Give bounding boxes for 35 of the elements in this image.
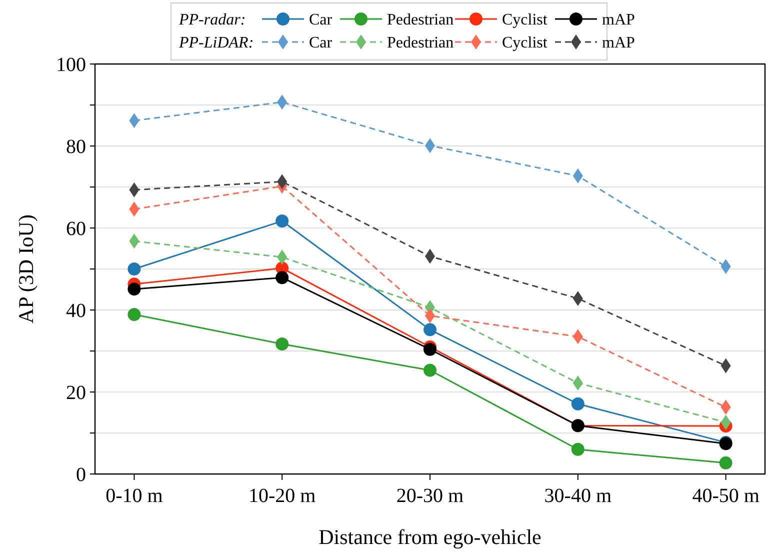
x-tick-label: 20-30 m	[396, 485, 464, 507]
y-tick-label: 60	[66, 218, 86, 240]
legend-label: Cyclist	[502, 12, 548, 29]
y-tick-label: 100	[56, 54, 86, 76]
y-tick-label: 0	[76, 464, 86, 486]
point	[719, 456, 732, 470]
legend-label: Pedestrian	[387, 12, 454, 29]
x-tick-label: 10-20 m	[248, 485, 316, 507]
x-axis-title: Distance from ego-vehicle	[318, 525, 542, 549]
point	[128, 262, 141, 276]
y-axis-title: AP (3D IoU)	[14, 214, 38, 324]
point	[276, 214, 289, 228]
y-tick-label: 80	[66, 136, 86, 158]
x-tick-label: 30-40 m	[544, 485, 612, 507]
legend-label: Pedestrian	[387, 34, 454, 52]
x-tick-label: 0-10 m	[106, 485, 164, 507]
point	[571, 442, 584, 456]
point	[571, 397, 584, 410]
x-tick-label: 40-50 m	[692, 485, 760, 507]
point	[276, 271, 289, 284]
y-tick-label: 20	[66, 382, 86, 404]
legend-label: Cyclist	[502, 34, 548, 52]
legend-label: Car	[309, 34, 333, 52]
point	[128, 282, 141, 296]
point	[424, 364, 436, 377]
point	[128, 308, 141, 322]
y-tick-label: 40	[66, 300, 86, 322]
point	[424, 342, 436, 356]
point	[424, 323, 436, 336]
legend-label: Car	[309, 12, 333, 29]
text: PP-radar:	[178, 12, 246, 29]
text: PP-LiDAR:	[178, 34, 254, 52]
point	[276, 338, 289, 351]
legend-label: mAP	[602, 12, 635, 29]
legend-label: mAP	[602, 34, 635, 52]
